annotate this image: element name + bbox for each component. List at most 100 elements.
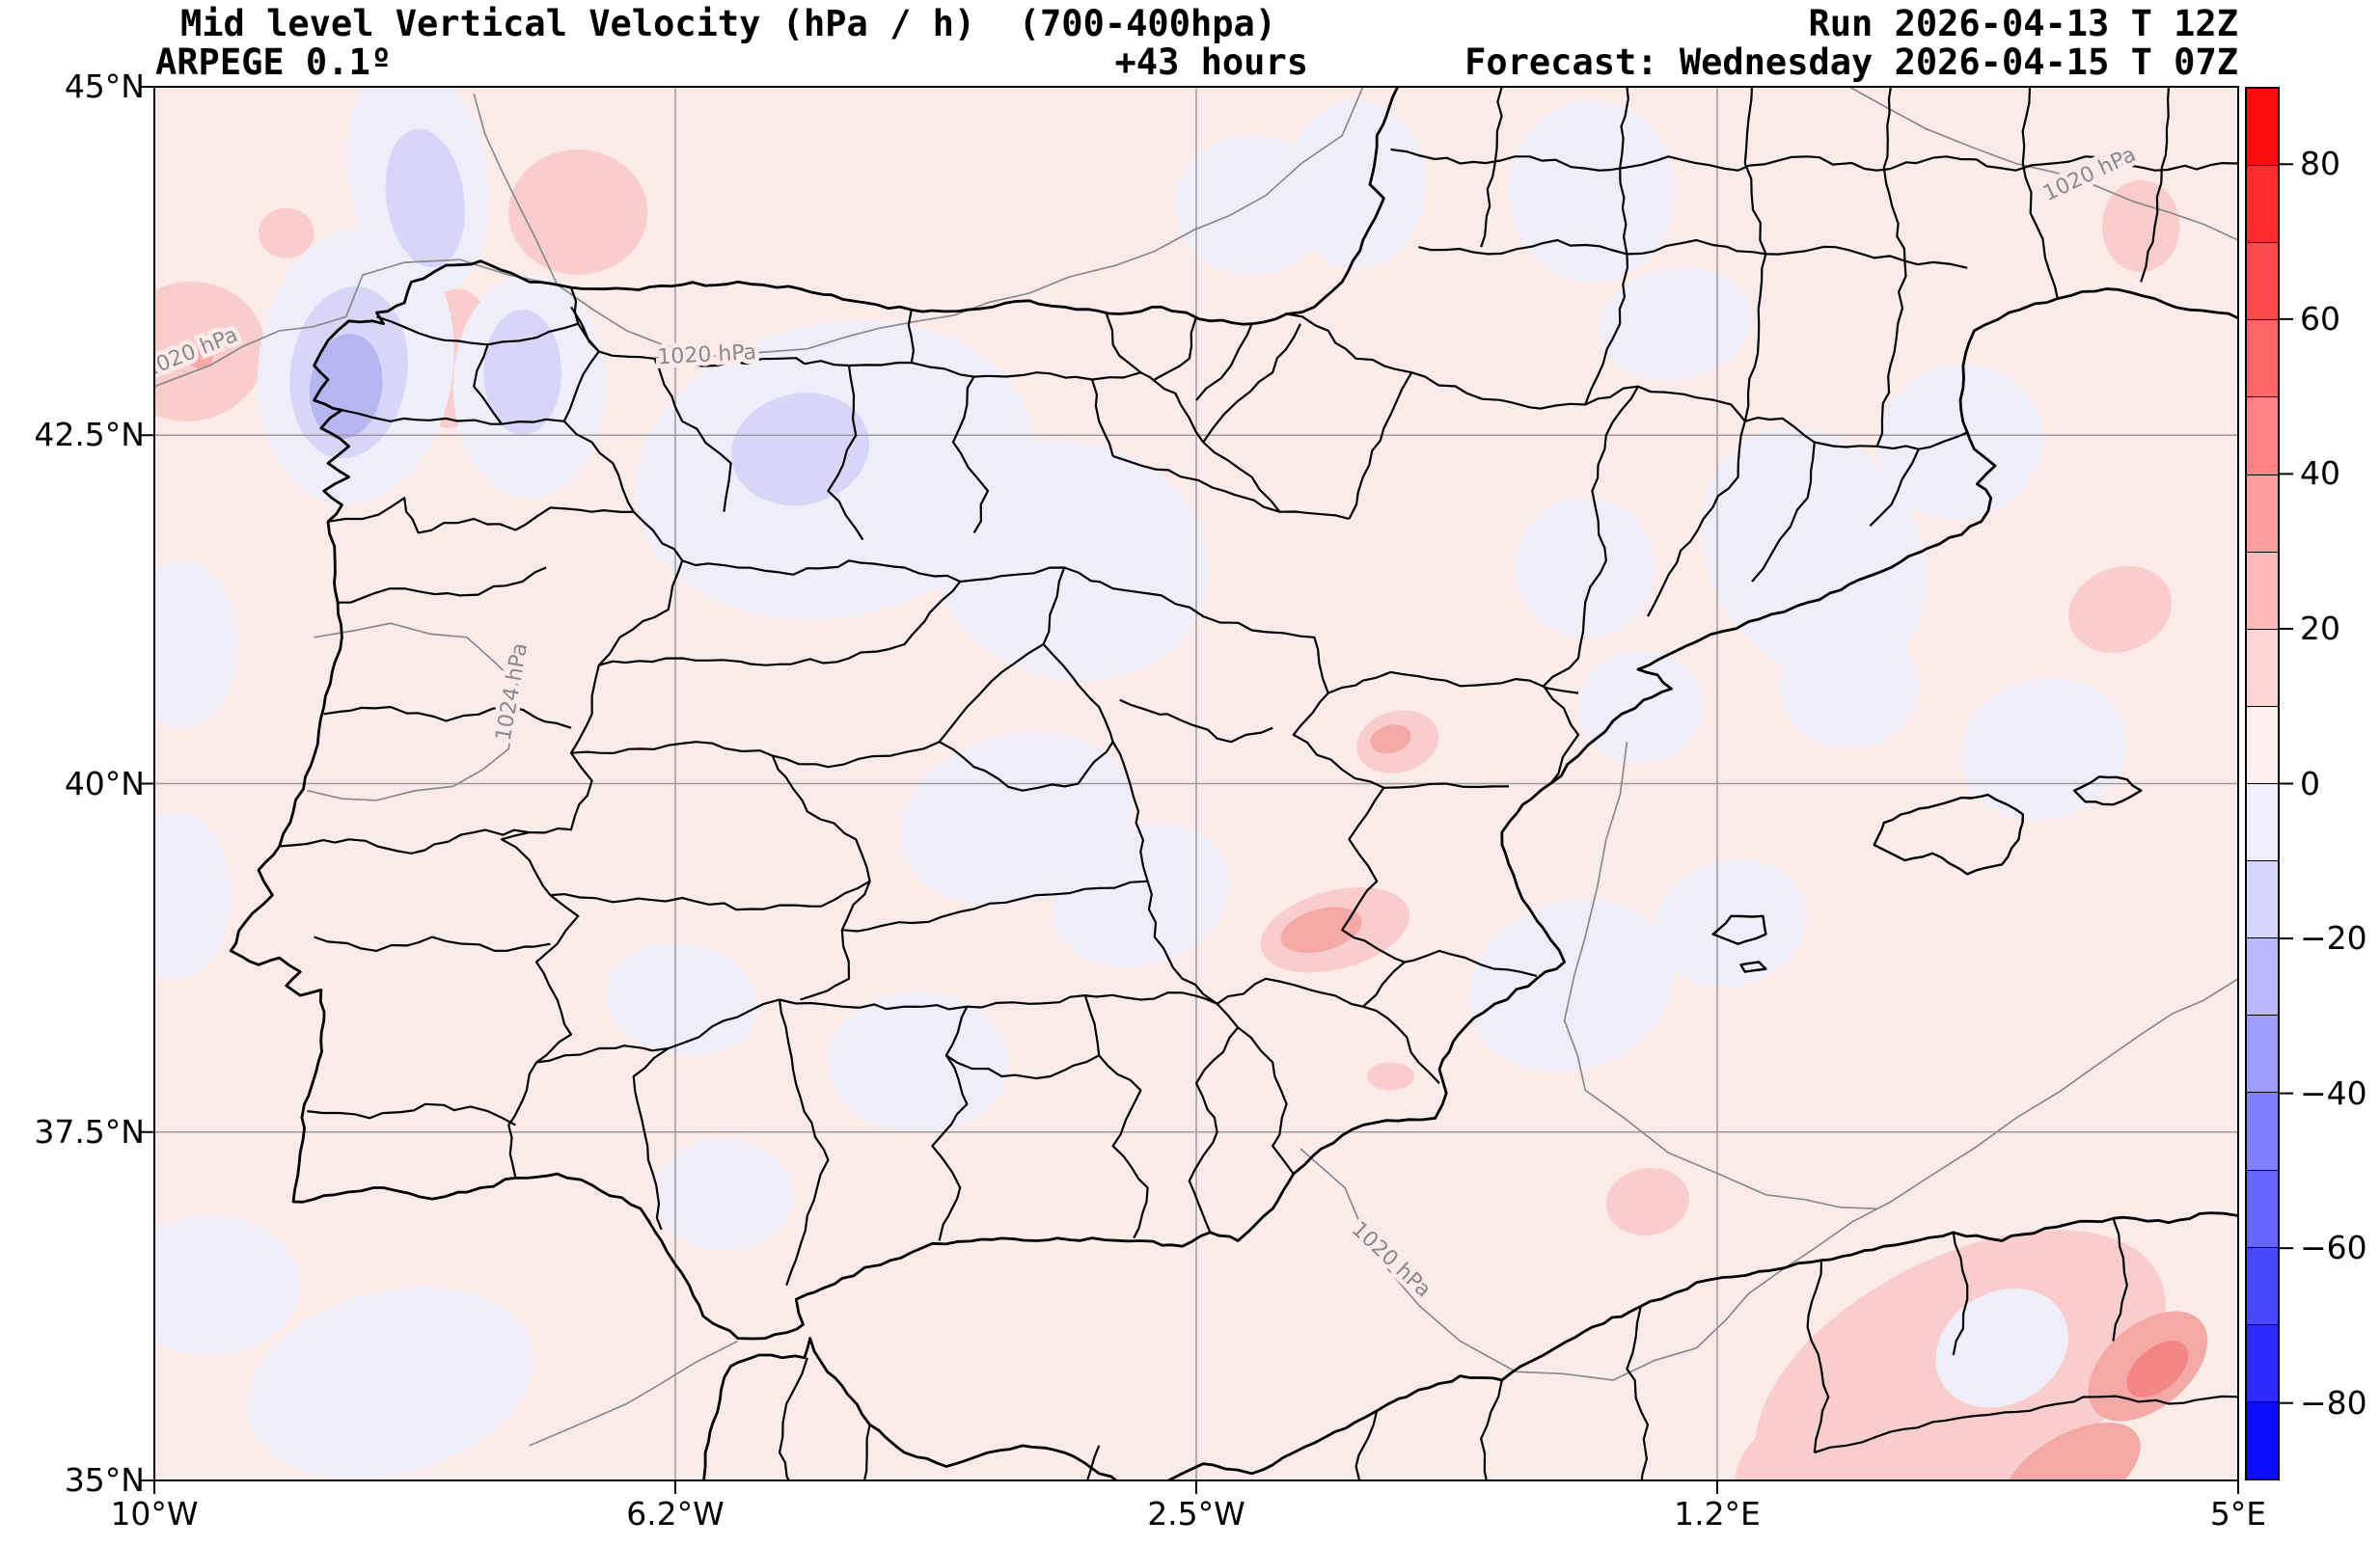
velocity-anomaly-blob: [385, 128, 465, 268]
admin-border: [2021, 87, 2032, 164]
colorbar-segment: [2247, 552, 2278, 630]
admin-border: [1875, 167, 1907, 448]
velocity-anomaly-blob: [1053, 822, 1229, 968]
velocity-anomaly-blob: [154, 560, 238, 728]
velocity-anomaly-blob: [933, 440, 1210, 681]
velocity-anomaly-blob: [154, 281, 266, 422]
velocity-anomaly-blob: [1280, 907, 1362, 953]
admin-border: [1146, 881, 1218, 1005]
admin-border: [562, 286, 635, 513]
admin-border: [951, 376, 990, 533]
admin-border: [550, 880, 871, 911]
colorbar-segment: [2247, 706, 2278, 784]
colorbar: [2245, 87, 2280, 1480]
y-tick-label: 40°N: [64, 764, 145, 802]
admin-border: [1251, 629, 1406, 963]
colorbar-segment: [2247, 1093, 2278, 1171]
colorbar-tick-label: −20: [2300, 919, 2367, 958]
velocity-anomaly-blob: [1702, 427, 1927, 680]
velocity-anomaly-blob: [2126, 1341, 2189, 1398]
velocity-anomaly-blob: [828, 992, 1009, 1132]
forecast-label: Forecast: Wednesday 2026-04-15 T 07Z: [1464, 41, 2238, 83]
admin-border: [535, 991, 1295, 1175]
isobar-contour: [1848, 87, 2238, 241]
x-tick-label: 1.2°E: [1674, 1495, 1761, 1533]
admin-border: [1362, 961, 1406, 1008]
admin-border: [2140, 167, 2163, 283]
admin-border: [2021, 163, 2059, 299]
admin-border: [1647, 421, 1746, 617]
admin-border: [1139, 371, 1281, 513]
coastline: [229, 87, 2238, 1341]
admin-border: [1286, 312, 1968, 450]
admin-border: [931, 1006, 969, 1241]
colorbar-tick-label: 80: [2300, 145, 2340, 183]
admin-border: [279, 828, 530, 855]
admin-border: [1814, 1395, 2238, 1454]
colorbar-segment: [2247, 320, 2278, 398]
admin-border: [1390, 148, 2238, 172]
colorbar-segment: [2247, 1401, 2278, 1479]
admin-border: [1202, 323, 1301, 444]
velocity-anomaly-blob: [309, 334, 383, 440]
admin-border: [1619, 87, 1629, 168]
island-outline: [1711, 914, 1767, 945]
x-tick-label: 5°E: [2209, 1495, 2267, 1533]
admin-border: [323, 705, 572, 729]
coastline: [702, 1211, 2238, 1480]
admin-border: [1216, 977, 1440, 1084]
admin-border: [1348, 371, 1413, 520]
colorbar-segment: [2247, 243, 2278, 321]
velocity-anomaly-blob: [1516, 498, 1655, 638]
colorbar-segment: [2247, 1247, 2278, 1325]
admin-border: [1952, 1232, 1969, 1356]
colorbar-segment: [2247, 397, 2278, 475]
admin-border: [1806, 1260, 1830, 1453]
isobar-contour: [1563, 742, 1877, 1210]
velocity-anomaly-blob: [154, 811, 232, 979]
model-label: ARPEGE 0.1º: [155, 41, 393, 83]
x-tick-label: 2.5°W: [1147, 1495, 1245, 1533]
velocity-anomaly-blob: [1779, 623, 1919, 749]
colorbar-segment: [2247, 938, 2278, 1017]
admin-border: [1882, 87, 1893, 169]
admin-border: [473, 343, 503, 425]
admin-border: [841, 880, 1148, 933]
admin-border: [338, 566, 547, 604]
colorbar-tick-label: 60: [2300, 299, 2340, 338]
admin-border: [1090, 379, 1114, 457]
admin-border: [2112, 1217, 2128, 1342]
admin-border: [1869, 448, 1920, 527]
colorbar-segment: [2247, 783, 2278, 862]
admin-border: [1119, 698, 1273, 744]
isobar-contour: [529, 1340, 739, 1447]
y-tick-label: 45°N: [64, 68, 145, 105]
admin-border: [570, 741, 774, 757]
admin-border: [1083, 994, 1149, 1239]
velocity-anomaly-blob: [1735, 1390, 1936, 1480]
velocity-anomaly-blob: [2002, 1422, 2141, 1480]
admin-border: [1751, 442, 1816, 583]
island-outline: [1873, 793, 2024, 876]
admin-border: [1404, 949, 1538, 977]
admin-border: [1626, 1306, 1650, 1480]
colorbar-segment: [2247, 475, 2278, 553]
admin-border: [1195, 323, 1253, 401]
velocity-anomaly-blob: [1606, 1168, 1689, 1235]
y-tick-label: 37.5°N: [34, 1112, 145, 1151]
admin-border: [778, 1357, 808, 1480]
colorbar-segment: [2247, 861, 2278, 939]
admin-border: [376, 315, 579, 346]
admin-border: [598, 581, 962, 666]
colorbar-segment: [2247, 1324, 2278, 1402]
admin-border: [1493, 87, 1503, 164]
admin-border: [1542, 386, 1639, 785]
x-tick-label: 6.2°W: [626, 1495, 725, 1533]
admin-border: [1105, 312, 1142, 374]
admin-border: [1354, 1410, 1379, 1480]
admin-border: [2160, 87, 2171, 169]
velocity-anomaly-blob: [259, 207, 315, 258]
admin-border: [778, 999, 830, 1287]
